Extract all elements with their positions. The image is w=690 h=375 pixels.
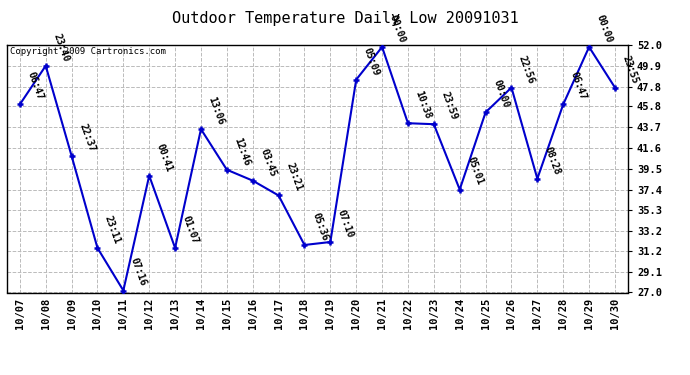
Text: 00:00: 00:00 <box>491 78 511 110</box>
Text: 08:28: 08:28 <box>543 145 562 176</box>
Text: 03:45: 03:45 <box>258 147 277 178</box>
Text: 10:38: 10:38 <box>413 89 433 120</box>
Text: 07:10: 07:10 <box>336 208 355 239</box>
Text: 12:46: 12:46 <box>233 136 252 167</box>
Text: 23:55: 23:55 <box>620 54 640 85</box>
Text: 23:21: 23:21 <box>284 162 304 193</box>
Text: 00:00: 00:00 <box>388 13 407 44</box>
Text: 07:16: 07:16 <box>129 257 148 288</box>
Text: 23:40: 23:40 <box>51 32 70 63</box>
Text: 23:11: 23:11 <box>103 214 122 245</box>
Text: 22:37: 22:37 <box>77 122 97 153</box>
Text: Copyright 2009 Cartronics.com: Copyright 2009 Cartronics.com <box>10 48 166 57</box>
Text: 22:56: 22:56 <box>517 54 536 85</box>
Text: 01:07: 01:07 <box>181 214 200 245</box>
Text: 06:47: 06:47 <box>569 70 588 102</box>
Text: Outdoor Temperature Daily Low 20091031: Outdoor Temperature Daily Low 20091031 <box>172 11 518 26</box>
Text: 00:00: 00:00 <box>595 13 614 44</box>
Text: 00:41: 00:41 <box>155 142 174 173</box>
Text: 23:59: 23:59 <box>440 90 459 122</box>
Text: 05:01: 05:01 <box>465 156 484 187</box>
Text: 13:06: 13:06 <box>206 95 226 126</box>
Text: 05:09: 05:09 <box>362 46 381 77</box>
Text: 06:47: 06:47 <box>26 70 45 102</box>
Text: 05:36: 05:36 <box>310 211 329 242</box>
